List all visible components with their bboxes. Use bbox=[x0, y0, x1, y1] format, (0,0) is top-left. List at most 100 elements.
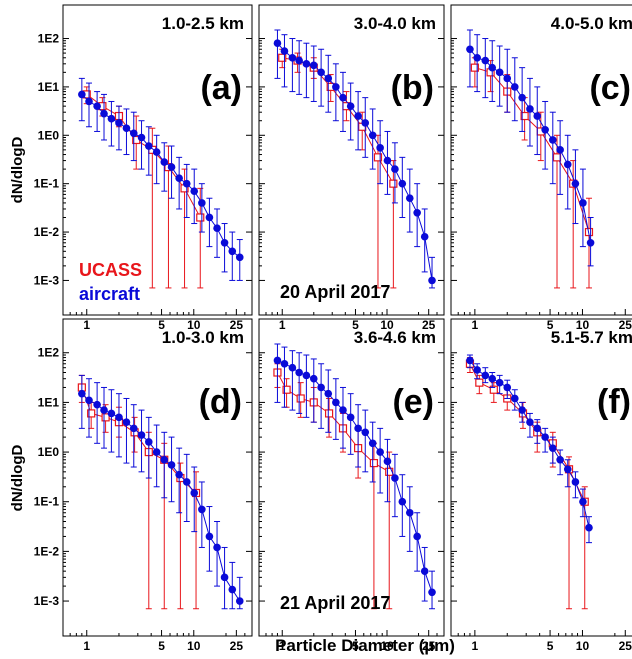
data-point-circle bbox=[302, 371, 311, 380]
data-point-circle bbox=[182, 179, 191, 188]
data-point-circle bbox=[495, 378, 504, 387]
data-point-circle bbox=[495, 68, 504, 77]
data-point-circle bbox=[428, 588, 436, 597]
panel-frame bbox=[258, 318, 445, 637]
panel-altitude-label: 3.6-4.6 km bbox=[354, 328, 436, 347]
x-tick-label: 25 bbox=[230, 639, 244, 653]
x-tick-label: 5 bbox=[352, 318, 359, 332]
y-tick-label: 1E1 bbox=[38, 80, 60, 94]
data-point-circle bbox=[129, 129, 138, 138]
data-point-circle bbox=[175, 470, 183, 479]
data-point-circle bbox=[526, 418, 534, 426]
data-point-circle bbox=[332, 398, 340, 407]
data-point-circle bbox=[339, 93, 347, 102]
y-tick-label: 1E-3 bbox=[34, 273, 60, 287]
data-point-circle bbox=[579, 199, 587, 207]
x-tick-label: 25 bbox=[619, 318, 632, 332]
data-point-circle bbox=[137, 431, 146, 439]
data-point-circle bbox=[488, 63, 497, 72]
data-point-circle bbox=[383, 156, 392, 165]
data-point-circle bbox=[107, 114, 116, 123]
data-point-circle bbox=[324, 74, 333, 83]
data-point-circle bbox=[205, 532, 214, 541]
data-point-circle bbox=[466, 356, 474, 365]
data-point-circle bbox=[93, 400, 101, 409]
plot-area bbox=[273, 29, 436, 289]
data-point-circle bbox=[571, 478, 580, 486]
chart-panel-4: 1 5 10 25 1E2 1E1 1E0 1E-1 1E-2 1E-3 1.0-3.0 km (d) bbox=[34, 318, 253, 653]
data-point-circle bbox=[510, 83, 519, 91]
series-ucass bbox=[465, 357, 589, 610]
data-point-circle bbox=[235, 253, 244, 262]
plot-area bbox=[273, 343, 436, 610]
y-tick-label: 1E-3 bbox=[34, 594, 60, 608]
data-point-circle bbox=[481, 56, 490, 65]
y-axis-label-top: dN/dlogD bbox=[9, 137, 26, 204]
data-point-circle bbox=[405, 194, 414, 203]
x-tick-label: 1 bbox=[279, 318, 286, 332]
chart-panel-2: 1 5 10 25 3.0-4.0 km (b) bbox=[258, 4, 445, 332]
data-point-circle bbox=[376, 448, 384, 456]
y-axis-label-bottom: dN/dlogD bbox=[9, 445, 26, 512]
data-point-circle bbox=[376, 144, 384, 152]
data-point-circle bbox=[503, 74, 512, 83]
data-point-square bbox=[489, 385, 498, 394]
data-point-circle bbox=[182, 478, 191, 486]
data-point-square bbox=[282, 385, 291, 394]
series-aircraft bbox=[466, 354, 593, 544]
data-point-circle bbox=[160, 158, 169, 166]
data-point-square bbox=[196, 213, 205, 222]
data-point-circle bbox=[579, 497, 587, 506]
panel-letter: (a) bbox=[200, 69, 242, 107]
data-point-circle bbox=[309, 61, 318, 70]
data-point-circle bbox=[510, 394, 519, 403]
y-tick-label: 1E0 bbox=[38, 445, 60, 459]
data-point-circle bbox=[548, 444, 557, 452]
date-label-21-april: 21 April 2017 bbox=[280, 593, 390, 613]
data-point-circle bbox=[93, 102, 101, 110]
x-tick-label: 5 bbox=[158, 639, 165, 653]
data-point-square bbox=[87, 409, 96, 418]
x-tick-label: 25 bbox=[422, 639, 436, 653]
data-point-circle bbox=[398, 179, 407, 188]
data-point-square bbox=[520, 111, 529, 121]
x-axis-label: Particle Diameter (µm) bbox=[275, 636, 455, 655]
x-tick-label: 25 bbox=[230, 318, 244, 332]
data-point-circle bbox=[280, 47, 289, 55]
data-point-circle bbox=[346, 413, 355, 422]
data-point-circle bbox=[228, 585, 237, 594]
legend-aircraft: aircraft bbox=[79, 284, 140, 304]
data-point-circle bbox=[100, 406, 108, 414]
series-aircraft bbox=[78, 77, 244, 281]
panel-altitude-label: 5.1-5.7 km bbox=[551, 328, 632, 347]
x-tick-label: 5 bbox=[547, 639, 554, 653]
chart-panel-3: 1 5 10 25 4.0-5.0 km (c) bbox=[450, 4, 632, 332]
panel-letter: (b) bbox=[391, 69, 434, 107]
x-tick-label: 1 bbox=[279, 639, 286, 653]
data-point-circle bbox=[533, 112, 542, 120]
data-point-square bbox=[552, 153, 562, 162]
data-point-circle bbox=[354, 424, 362, 433]
data-point-circle bbox=[518, 406, 526, 414]
data-point-circle bbox=[548, 136, 557, 144]
data-point-circle bbox=[288, 363, 297, 372]
x-tick-label: 1 bbox=[472, 318, 479, 332]
data-point-circle bbox=[339, 406, 347, 414]
data-point-circle bbox=[332, 83, 340, 91]
data-point-circle bbox=[571, 179, 580, 188]
x-tick-label: 5 bbox=[158, 318, 165, 332]
panel-letter: (d) bbox=[199, 383, 242, 421]
x-tick-label: 10 bbox=[187, 639, 201, 653]
panel-altitude-label: 4.0-5.0 km bbox=[551, 14, 632, 33]
data-point-circle bbox=[368, 131, 377, 140]
x-tick-label: 10 bbox=[187, 318, 201, 332]
x-tick-label: 10 bbox=[380, 318, 394, 332]
data-point-circle bbox=[556, 146, 564, 154]
data-point-circle bbox=[428, 276, 436, 285]
plot-area bbox=[78, 77, 244, 289]
data-point-circle bbox=[160, 455, 169, 464]
data-point-circle bbox=[175, 174, 183, 182]
data-point-circle bbox=[309, 374, 318, 383]
data-point-circle bbox=[324, 389, 333, 398]
y-tick-label: 1E1 bbox=[38, 395, 60, 409]
